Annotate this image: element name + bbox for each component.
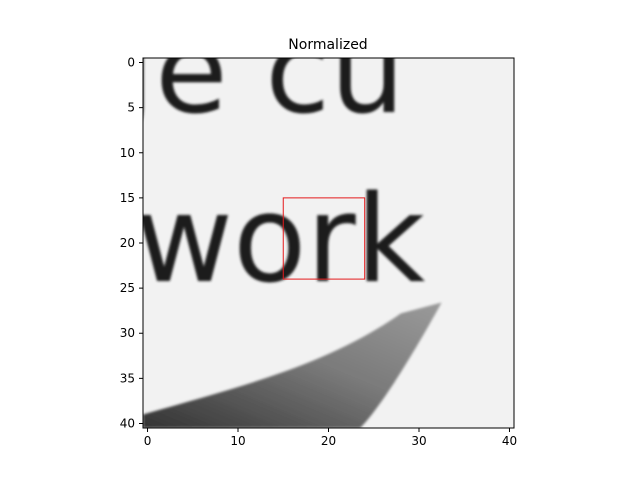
y-tick-label-10: 10 <box>120 146 135 160</box>
image-text-top: Je cu <box>113 2 405 140</box>
x-tick-label-0: 0 <box>144 434 152 448</box>
image-shadow-shape <box>143 302 442 428</box>
x-tick-label-40: 40 <box>502 434 517 448</box>
y-tick-label-5: 5 <box>127 101 135 115</box>
x-tick-label-30: 30 <box>411 434 426 448</box>
x-tick-label-10: 10 <box>230 434 245 448</box>
y-tick-label-40: 40 <box>120 416 135 430</box>
y-tick-label-15: 15 <box>120 191 135 205</box>
x-tick-label-20: 20 <box>321 434 336 448</box>
x-axis: 0 10 20 30 40 <box>144 428 517 448</box>
y-tick-label-30: 30 <box>120 326 135 340</box>
y-axis: 0 5 10 15 20 25 30 35 40 <box>120 56 143 430</box>
y-tick-label-25: 25 <box>120 281 135 295</box>
annotation-layer <box>282 197 366 280</box>
image-area: Je cu work <box>113 2 514 428</box>
annotation-rectangle-0 <box>282 197 366 280</box>
y-tick-label-20: 20 <box>120 236 135 250</box>
y-tick-label-35: 35 <box>120 371 135 385</box>
y-tick-label-0: 0 <box>127 56 135 70</box>
chart-title: Normalized <box>288 37 367 53</box>
image-text-word: work <box>135 171 426 310</box>
